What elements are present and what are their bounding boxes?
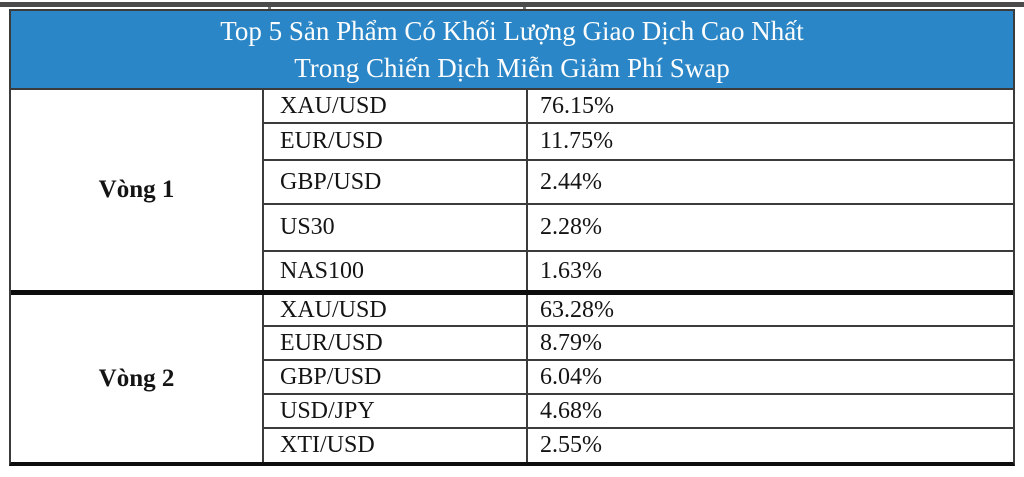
table-row: USD/JPY 4.68% (264, 395, 1013, 429)
table-row: NAS100 1.63% (264, 252, 1013, 290)
table-row: EUR/USD 8.79% (264, 327, 1013, 361)
product-cell: XTI/USD (264, 429, 528, 462)
table-row: GBP/USD 2.44% (264, 161, 1013, 205)
product-cell: EUR/USD (264, 124, 528, 159)
share-cell: 8.79% (540, 329, 602, 356)
table-row: GBP/USD 6.04% (264, 361, 1013, 395)
table-title: Top 5 Sản Phẩm Có Khối Lượng Giao Dịch C… (11, 11, 1013, 90)
table-row: XAU/USD 63.28% (264, 295, 1013, 327)
table-title-line1: Top 5 Sản Phẩm Có Khối Lượng Giao Dịch C… (220, 15, 804, 46)
table-row: XAU/USD 76.15% (264, 90, 1013, 124)
share-cell: 63.28% (540, 296, 614, 323)
cropped-top-border (0, 2, 1024, 7)
section-rows: XAU/USD 63.28% EUR/USD 8.79% GBP/USD 6.0… (264, 295, 1013, 462)
product-cell: US30 (264, 205, 528, 250)
share-cell: 6.04% (540, 363, 602, 390)
table-row: US30 2.28% (264, 205, 1013, 252)
share-cell: 4.68% (540, 397, 602, 424)
product-cell: GBP/USD (264, 361, 528, 393)
share-cell: 76.15% (540, 92, 614, 119)
share-cell: 1.63% (540, 257, 602, 284)
section-label: Vòng 2 (11, 295, 264, 462)
product-cell: EUR/USD (264, 327, 528, 359)
product-cell: XAU/USD (264, 90, 528, 122)
section-vong-2: Vòng 2 XAU/USD 63.28% EUR/USD 8.79% GBP/… (11, 295, 1013, 462)
section-divider (11, 290, 1013, 295)
share-cell: 2.44% (540, 168, 602, 195)
section-rows: XAU/USD 76.15% EUR/USD 11.75% GBP/USD 2.… (264, 90, 1013, 290)
section-vong-1: Vòng 1 XAU/USD 76.15% EUR/USD 11.75% GBP… (11, 90, 1013, 290)
product-cell: NAS100 (264, 252, 528, 290)
table-row: XTI/USD 2.55% (264, 429, 1013, 462)
product-cell: USD/JPY (264, 395, 528, 427)
share-cell: 11.75% (540, 128, 614, 154)
product-cell: XAU/USD (264, 295, 528, 325)
table-title-line2: Trong Chiến Dịch Miễn Giảm Phí Swap (294, 52, 730, 83)
product-cell: GBP/USD (264, 161, 528, 203)
section-label: Vòng 1 (11, 90, 264, 290)
table-row: EUR/USD 11.75% (264, 124, 1013, 161)
share-cell: 2.55% (540, 432, 602, 458)
share-cell: 2.28% (540, 214, 602, 240)
swap-campaign-table: Top 5 Sản Phẩm Có Khối Lượng Giao Dịch C… (9, 9, 1015, 466)
